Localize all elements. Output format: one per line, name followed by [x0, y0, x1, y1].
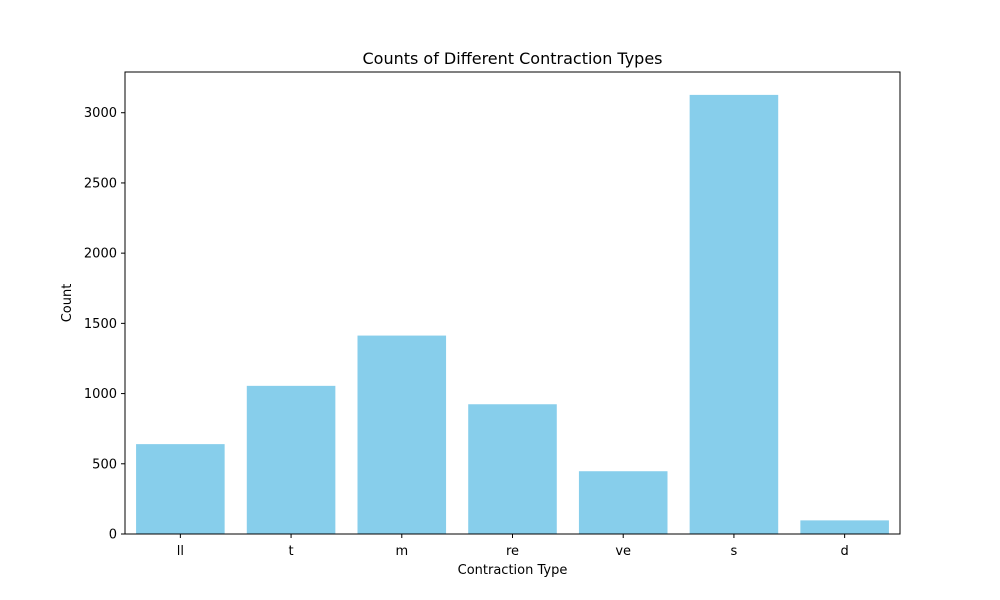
- x-tick-label-ll: ll: [177, 544, 184, 559]
- bar-ll: [136, 444, 225, 534]
- y-tick-label-2500: 2500: [84, 176, 117, 191]
- x-tick-label-t: t: [289, 544, 294, 559]
- x-tick-label-m: m: [395, 544, 408, 559]
- y-tick-label-500: 500: [92, 457, 117, 472]
- bar-d: [800, 520, 889, 534]
- y-tick-label-0: 0: [109, 528, 117, 543]
- bar-ve: [578, 471, 668, 534]
- y-tick-label-1500: 1500: [84, 317, 117, 332]
- y-tick-label-1000: 1000: [84, 387, 117, 402]
- x-axis: ll t m re ve s d: [177, 534, 849, 559]
- y-axis: 0 500 1000 1500 2000 2500 3000: [84, 106, 125, 543]
- x-tick-label-re: re: [506, 544, 519, 559]
- bar-s: [689, 94, 779, 534]
- y-axis-label: Count: [60, 284, 75, 323]
- x-axis-label: Contraction Type: [458, 563, 568, 578]
- x-tick-label-d: d: [841, 544, 849, 559]
- bar-t: [246, 385, 336, 534]
- bars-group: [136, 94, 889, 534]
- chart-title: Counts of Different Contraction Types: [362, 49, 662, 68]
- y-tick-label-3000: 3000: [84, 106, 117, 121]
- x-tick-label-s: s: [731, 544, 738, 559]
- y-tick-label-2000: 2000: [84, 247, 117, 262]
- bar-m: [357, 335, 447, 534]
- x-tick-label-ve: ve: [615, 544, 631, 559]
- bar-re: [468, 404, 557, 534]
